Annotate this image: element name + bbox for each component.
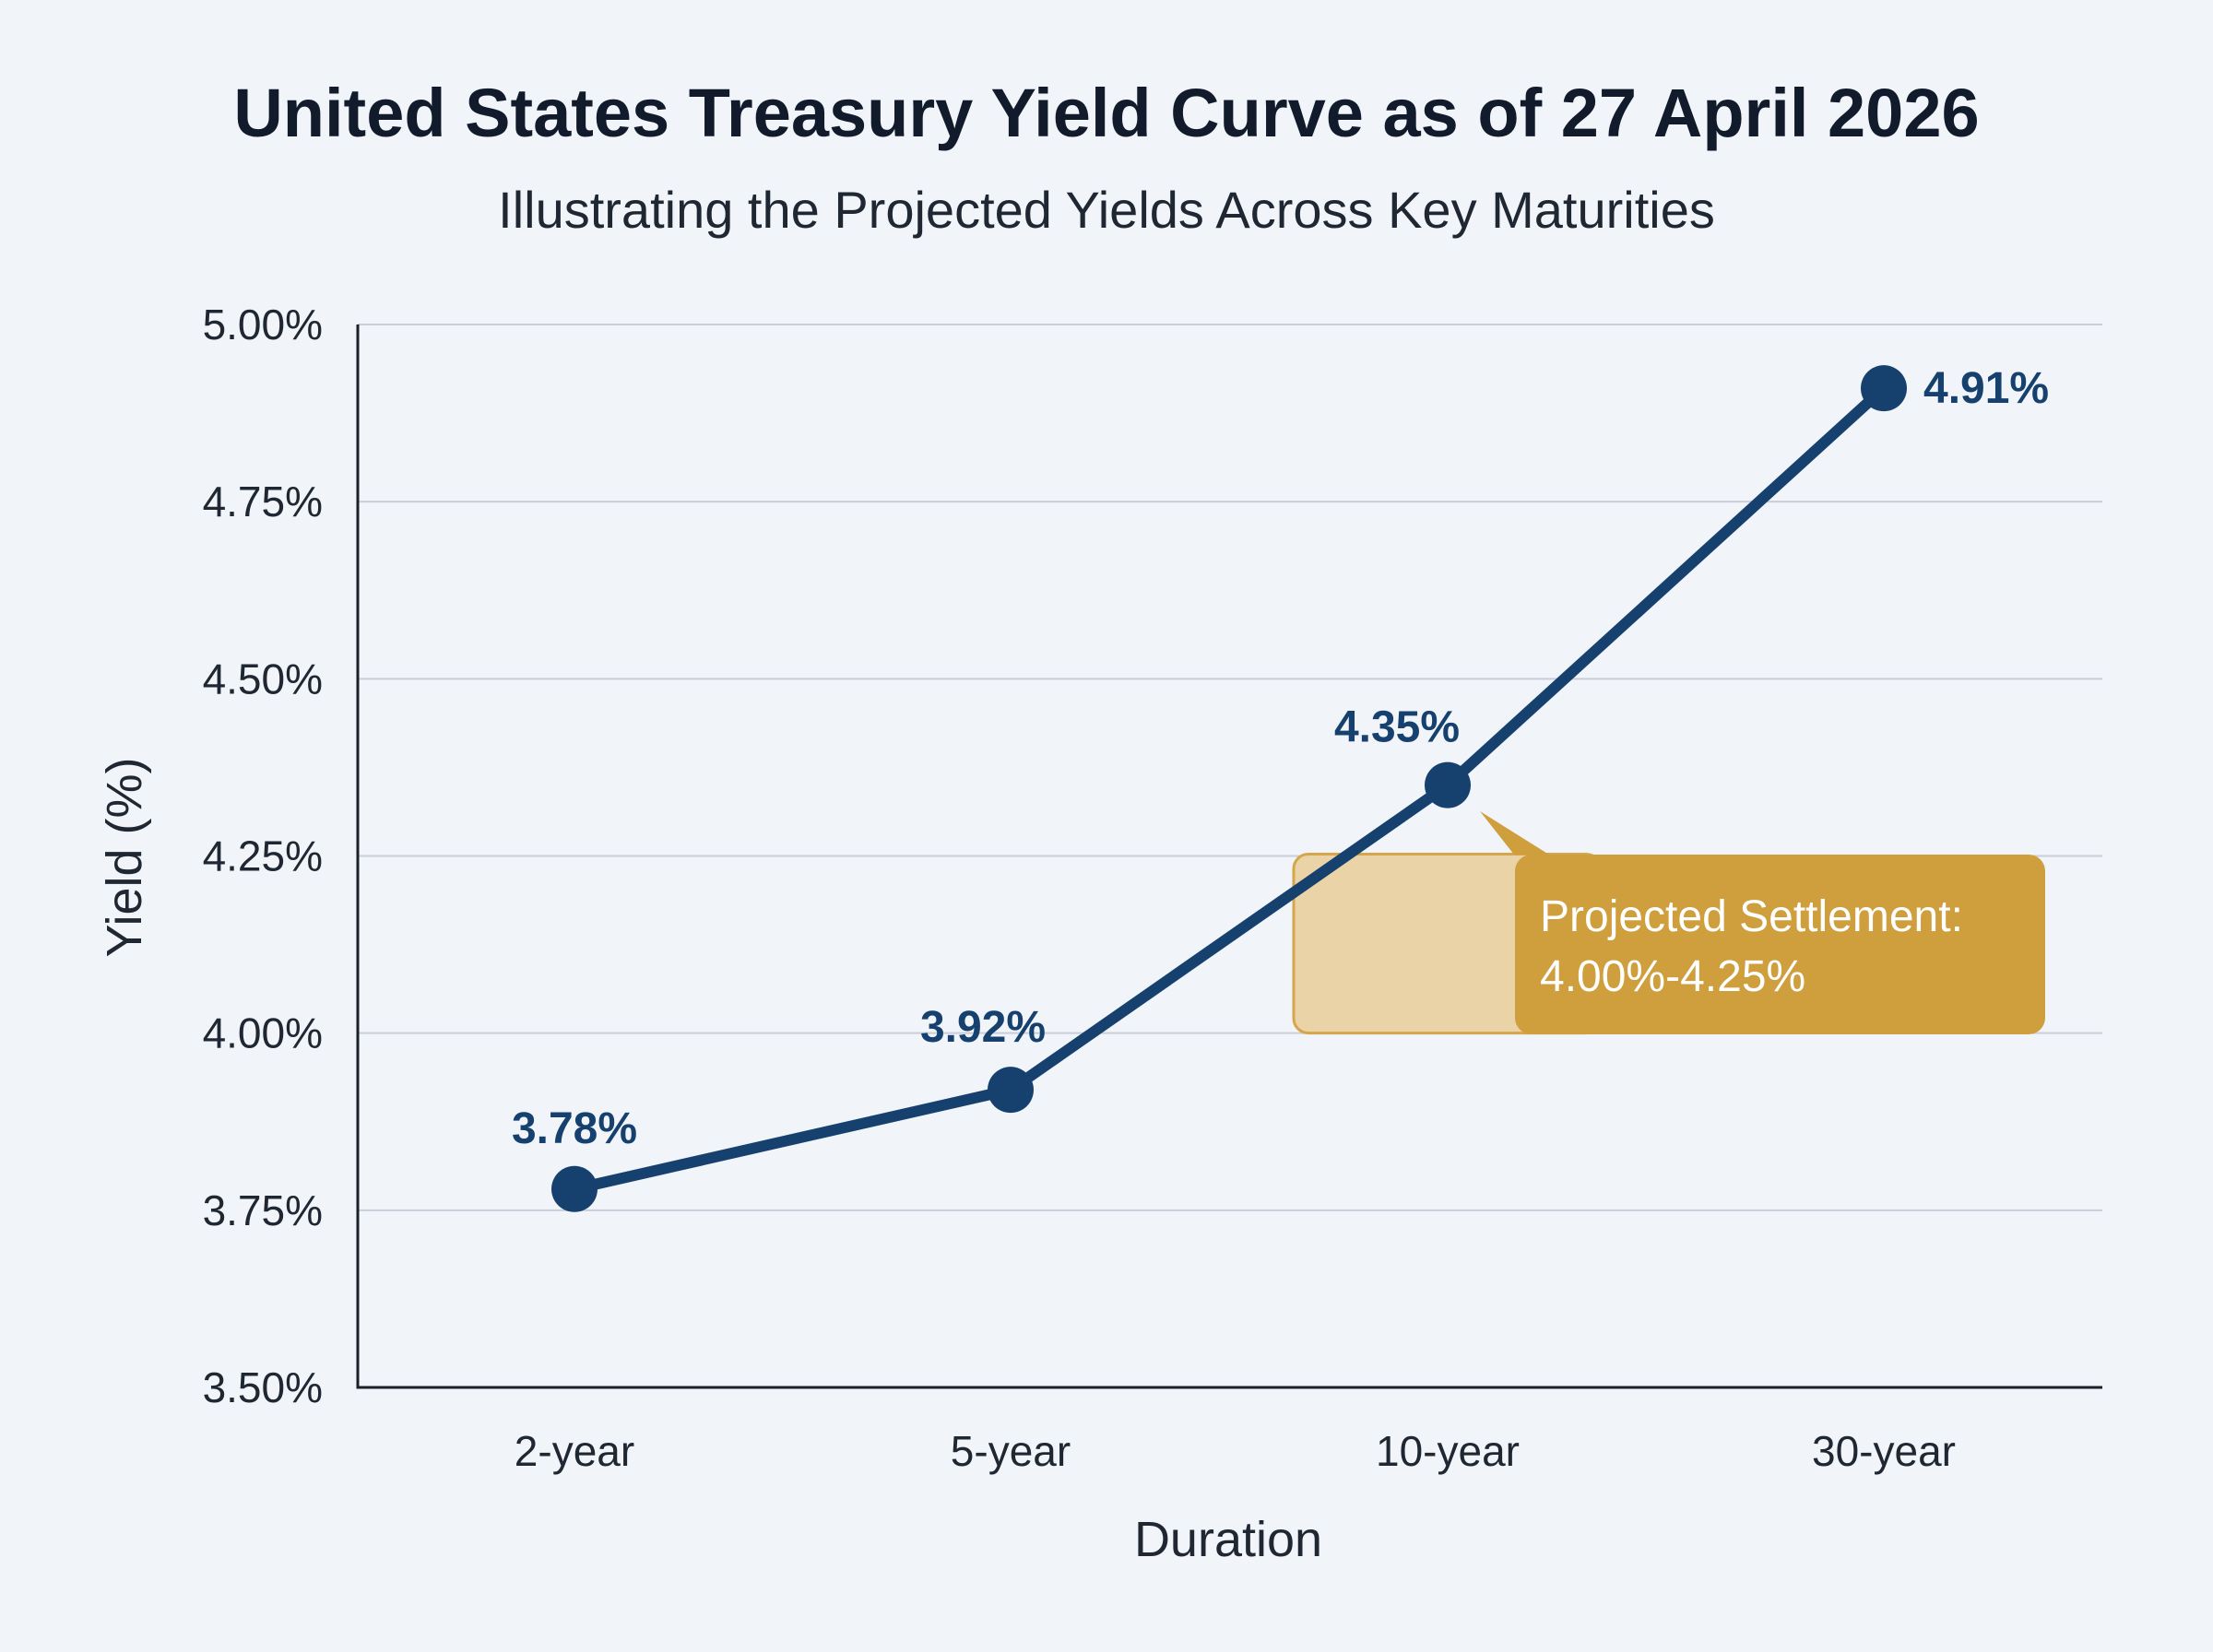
y-tick-label: 4.75% <box>203 478 323 525</box>
y-tick-label: 5.00% <box>203 301 323 348</box>
y-tick-label: 3.50% <box>203 1363 323 1411</box>
data-label: 3.92% <box>920 1003 1046 1052</box>
callout-box <box>1515 855 2045 1034</box>
data-label: 4.91% <box>1923 364 2049 413</box>
data-points <box>551 365 1907 1212</box>
data-label: 4.35% <box>1334 703 1460 752</box>
gridlines <box>358 324 2102 1211</box>
axes <box>356 324 2102 1389</box>
callout-text-line2: 4.00%-4.25% <box>1540 952 1805 1001</box>
y-tick-label: 3.75% <box>203 1186 323 1234</box>
data-point <box>551 1165 598 1212</box>
x-tick-label: 30-year <box>1812 1427 1956 1475</box>
callout-pointer <box>1480 811 1549 855</box>
y-axis-label: Yield (%) <box>97 757 152 957</box>
series-line <box>569 383 1889 1195</box>
data-labels: 3.78% 3.92% 4.35% 4.91% <box>512 364 2049 1153</box>
y-tick-labels: 3.50% 3.75% 4.00% 4.25% 4.50% 4.75% 5.00% <box>203 301 323 1411</box>
y-tick-label: 4.00% <box>203 1009 323 1057</box>
x-tick-label: 10-year <box>1376 1427 1520 1475</box>
series-line-group <box>569 383 1889 1195</box>
chart-subtitle: Illustrating the Projected Yields Across… <box>498 181 1715 239</box>
callout-text-line1: Projected Settlement: <box>1540 892 1963 941</box>
data-point <box>1861 365 1907 412</box>
chart-title: United States Treasury Yield Curve as of… <box>233 75 1979 151</box>
y-tick-label: 4.50% <box>203 655 323 702</box>
data-point <box>1425 761 1471 808</box>
y-tick-label: 4.25% <box>203 832 323 880</box>
x-tick-label: 5-year <box>951 1427 1071 1475</box>
axis-lines <box>356 324 2102 1389</box>
x-tick-label: 2-year <box>515 1427 634 1475</box>
callout: Projected Settlement: 4.00%-4.25% <box>1480 811 2045 1034</box>
data-label: 3.78% <box>512 1104 637 1153</box>
x-axis-label: Duration <box>1134 1512 1322 1567</box>
x-tick-labels: 2-year 5-year 10-year 30-year <box>515 1427 1956 1475</box>
data-point <box>988 1067 1034 1114</box>
